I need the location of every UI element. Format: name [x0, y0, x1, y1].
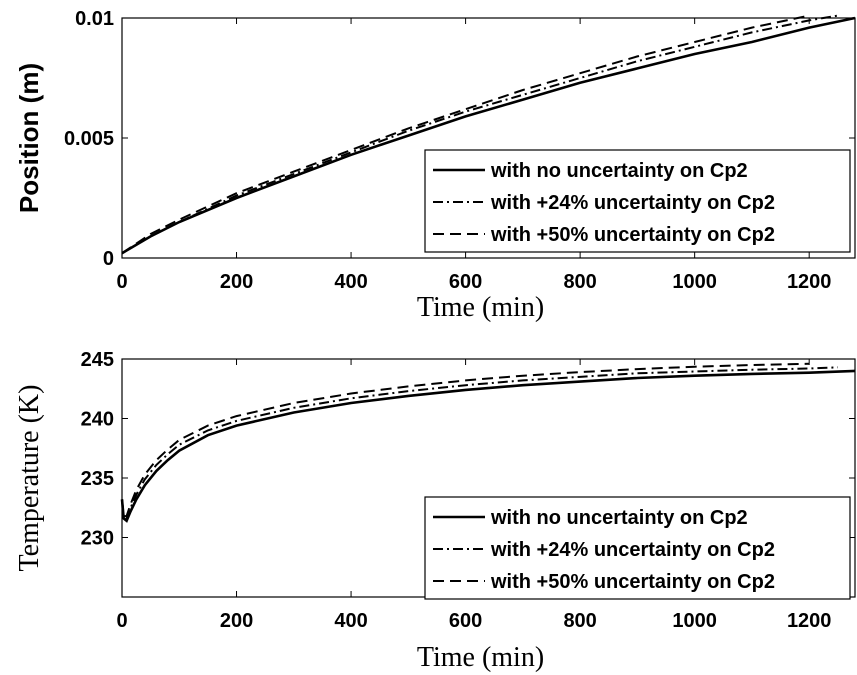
series-line-dashdot — [121, 14, 838, 255]
y-tick-label: 0.005 — [64, 128, 114, 150]
y-axis-label: Temperature (K) — [14, 385, 45, 572]
x-tick-label: 400 — [334, 271, 367, 293]
x-tick-label: 600 — [449, 271, 482, 293]
y-axis-label: Position (m) — [14, 63, 44, 213]
x-axis-label: Time (min) — [417, 642, 544, 673]
x-tick-label: 1200 — [787, 610, 832, 632]
legend-entry: with +50% uncertainty on Cp2 — [490, 571, 775, 593]
x-tick-label: 1200 — [787, 271, 832, 293]
x-tick-label: 200 — [220, 271, 253, 293]
legend-entry: with +24% uncertainty on Cp2 — [490, 539, 775, 561]
x-tick-label: 200 — [220, 610, 253, 632]
legend: with no uncertainty on Cp2 with +24% unce… — [424, 149, 851, 253]
x-tick-label: 800 — [563, 610, 596, 632]
series-line-dashed — [121, 14, 810, 255]
y-tick-label: 235 — [81, 468, 114, 490]
x-tick-label: 400 — [334, 610, 367, 632]
series-line-solid — [120, 369, 856, 523]
x-tick-label: 800 — [563, 271, 596, 293]
y-tick-label: 245 — [81, 349, 114, 371]
x-tick-label: 1000 — [672, 610, 717, 632]
legend-entry: with no uncertainty on Cp2 — [490, 160, 748, 182]
x-tick-label: 1000 — [672, 271, 717, 293]
series-line-dashed — [121, 362, 810, 518]
legend-box — [424, 496, 851, 600]
y-tick-label: 240 — [81, 409, 114, 431]
y-tick-label: 0.01 — [75, 8, 114, 30]
legend-box — [424, 149, 851, 253]
series-line-dashdot — [121, 366, 838, 520]
legend-entry: with +50% uncertainty on Cp2 — [490, 224, 775, 246]
x-tick-label: 600 — [449, 610, 482, 632]
x-axis-label: Time (min) — [417, 292, 544, 323]
x-tick-label: 0 — [116, 271, 127, 293]
legend-entry: with no uncertainty on Cp2 — [490, 507, 748, 529]
y-tick-label: 230 — [81, 528, 114, 550]
chart-panel-2: 0 200 400 600 800 1000 1200 230 235 240 245 Time (m… — [14, 349, 856, 673]
y-tick-label: 0 — [103, 248, 114, 270]
legend-entry: with +24% uncertainty on Cp2 — [490, 192, 775, 214]
x-tick-label: 0 — [116, 610, 127, 632]
legend: with no uncertainty on Cp2 with +24% unce… — [424, 496, 851, 600]
chart-panel-1: 0 200 400 600 800 1000 1200 0 0.005 0.01 Time (min… — [14, 8, 856, 323]
